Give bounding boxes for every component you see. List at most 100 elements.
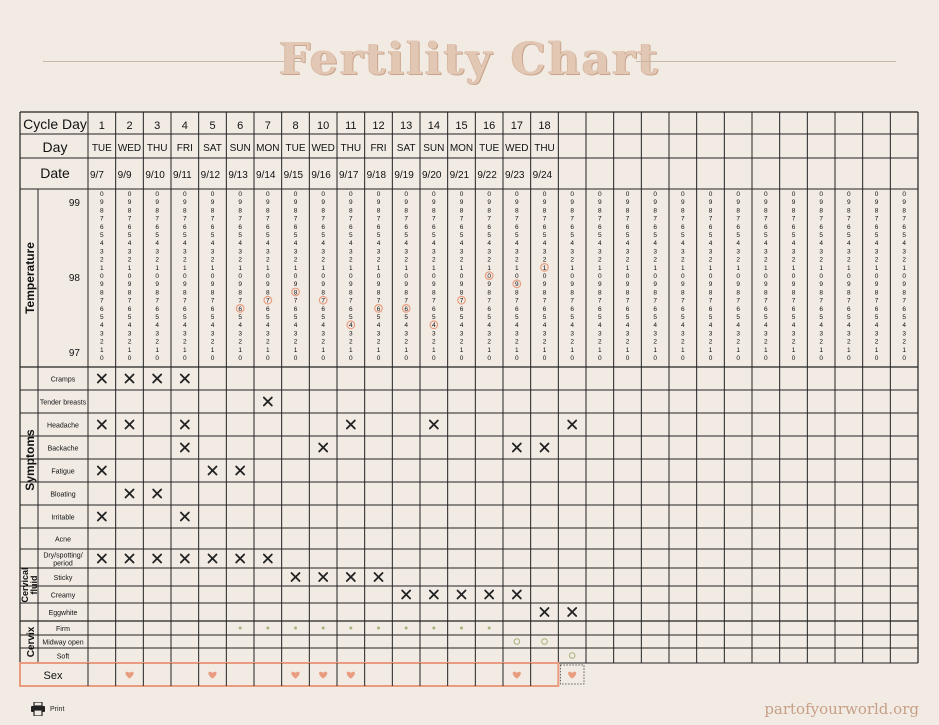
temperature-circle-mark[interactable] — [291, 287, 300, 297]
cf-x-mark[interactable] — [401, 589, 412, 600]
date-value: 9/11 — [173, 170, 192, 181]
temp-digit: 8 — [321, 289, 325, 296]
temp-digit: 8 — [875, 289, 879, 296]
cf-x-mark[interactable] — [428, 589, 439, 600]
temperature-circle-mark[interactable] — [263, 295, 273, 305]
temp-digit: 0 — [183, 191, 187, 198]
symptom-x-mark[interactable] — [539, 442, 550, 453]
temperature-circle-mark[interactable] — [457, 295, 466, 305]
cervix-dot-mark[interactable] — [487, 626, 491, 630]
symptom-x-mark[interactable] — [511, 442, 522, 453]
cervix-circle-mark[interactable] — [541, 638, 548, 645]
cf-x-mark[interactable] — [235, 553, 246, 564]
cervix-dot-mark[interactable] — [377, 626, 380, 630]
cf-x-mark[interactable] — [96, 553, 107, 564]
temperature-circle-mark[interactable] — [401, 304, 411, 313]
cf-x-mark[interactable] — [345, 572, 356, 582]
symptom-x-mark[interactable] — [124, 373, 135, 384]
temp-digit: 1 — [211, 265, 215, 272]
symptom-x-mark[interactable] — [318, 442, 329, 453]
temperature-circle-mark[interactable] — [346, 320, 356, 330]
cf-x-mark[interactable] — [290, 572, 301, 582]
temp-digit: 9 — [211, 199, 215, 206]
temp-digit: 4 — [404, 322, 408, 329]
sex-heart-mark[interactable] — [319, 671, 328, 679]
cervix-circle-mark[interactable] — [513, 638, 521, 645]
temp-digit: 9 — [487, 199, 491, 206]
temperature-circle-mark[interactable] — [484, 271, 494, 281]
symptom-x-mark[interactable] — [96, 373, 107, 384]
sex-heart-mark[interactable] — [125, 671, 134, 679]
sex-heart-mark[interactable] — [291, 671, 300, 679]
temp-digit: 0 — [155, 191, 159, 198]
symptom-x-mark[interactable] — [96, 465, 107, 476]
cervix-dot-mark[interactable] — [432, 626, 436, 630]
temp-digit: 8 — [487, 207, 491, 214]
temp-digit: 1 — [515, 265, 519, 272]
sex-heart-mark[interactable] — [346, 671, 355, 679]
symptom-x-mark[interactable] — [152, 488, 163, 499]
cycle-day-number: 4 — [182, 120, 188, 132]
symptom-x-mark[interactable] — [428, 419, 439, 430]
cervix-dot-mark[interactable] — [266, 626, 270, 630]
cf-x-mark[interactable] — [179, 553, 190, 564]
symptom-x-mark[interactable] — [179, 511, 190, 522]
temperature-circle-mark[interactable] — [318, 295, 328, 305]
temp-digit: 6 — [155, 306, 159, 313]
sex-heart-mark[interactable] — [568, 671, 577, 679]
print-button[interactable]: Print — [30, 699, 64, 719]
cf-x-mark[interactable] — [511, 589, 522, 600]
temp-digit: 3 — [183, 330, 187, 337]
cf-x-mark[interactable] — [262, 553, 273, 564]
symptom-x-mark[interactable] — [152, 373, 163, 384]
sex-heart-mark[interactable] — [208, 671, 217, 679]
symptom-x-mark[interactable] — [179, 442, 190, 453]
temperature-circle-mark[interactable] — [429, 320, 439, 330]
symptom-x-mark[interactable] — [124, 488, 135, 499]
cf-x-mark[interactable] — [207, 553, 218, 564]
symptom-x-mark[interactable] — [235, 465, 246, 476]
cf-x-mark[interactable] — [152, 553, 163, 564]
symptom-x-mark[interactable] — [96, 419, 107, 430]
temp-digit: 4 — [349, 322, 353, 329]
temp-digit: 0 — [653, 355, 657, 362]
symptom-x-mark[interactable] — [179, 419, 190, 430]
temp-digit: 0 — [155, 273, 159, 280]
cf-x-mark[interactable] — [484, 589, 495, 600]
symptom-x-mark[interactable] — [567, 419, 578, 430]
cf-x-mark[interactable] — [567, 607, 578, 617]
cervix-dot-mark[interactable] — [460, 626, 463, 630]
cervix-circle-mark[interactable] — [568, 652, 576, 659]
symptom-x-mark[interactable] — [96, 511, 107, 522]
cf-x-mark[interactable] — [539, 607, 550, 617]
symptom-x-mark[interactable] — [262, 396, 273, 407]
cf-x-mark[interactable] — [373, 572, 384, 582]
temp-digit: 0 — [626, 355, 630, 362]
temperature-circle-mark[interactable] — [540, 263, 549, 272]
day-of-week: SAT — [397, 143, 416, 154]
cervix-dot-mark[interactable] — [238, 626, 242, 630]
temp-digit: 4 — [487, 322, 491, 329]
temp-digit: 0 — [128, 191, 132, 198]
temperature-circle-mark[interactable] — [374, 304, 383, 313]
temperature-circle-mark[interactable] — [512, 279, 522, 289]
cervix-dot-mark[interactable] — [404, 626, 408, 630]
temp-digit: 0 — [349, 273, 353, 280]
temp-digit: 6 — [515, 306, 519, 313]
cervix-dot-mark[interactable] — [349, 626, 353, 630]
temperature-circle-mark[interactable] — [235, 304, 245, 313]
cf-x-mark[interactable] — [318, 572, 329, 582]
sex-heart-mark[interactable] — [512, 671, 521, 679]
symptom-x-mark[interactable] — [179, 373, 190, 384]
cf-x-mark[interactable] — [456, 589, 467, 600]
day-of-week: WED — [118, 143, 141, 154]
temp-digit: 8 — [875, 207, 879, 214]
cf-x-mark[interactable] — [124, 553, 135, 564]
temp-digit: 8 — [128, 289, 132, 296]
cervix-dot-mark[interactable] — [294, 626, 297, 630]
symptom-x-mark[interactable] — [124, 419, 135, 430]
temp-digit: 0 — [875, 191, 879, 198]
symptom-x-mark[interactable] — [207, 465, 218, 476]
symptom-x-mark[interactable] — [345, 419, 356, 430]
cervix-dot-mark[interactable] — [321, 626, 325, 630]
